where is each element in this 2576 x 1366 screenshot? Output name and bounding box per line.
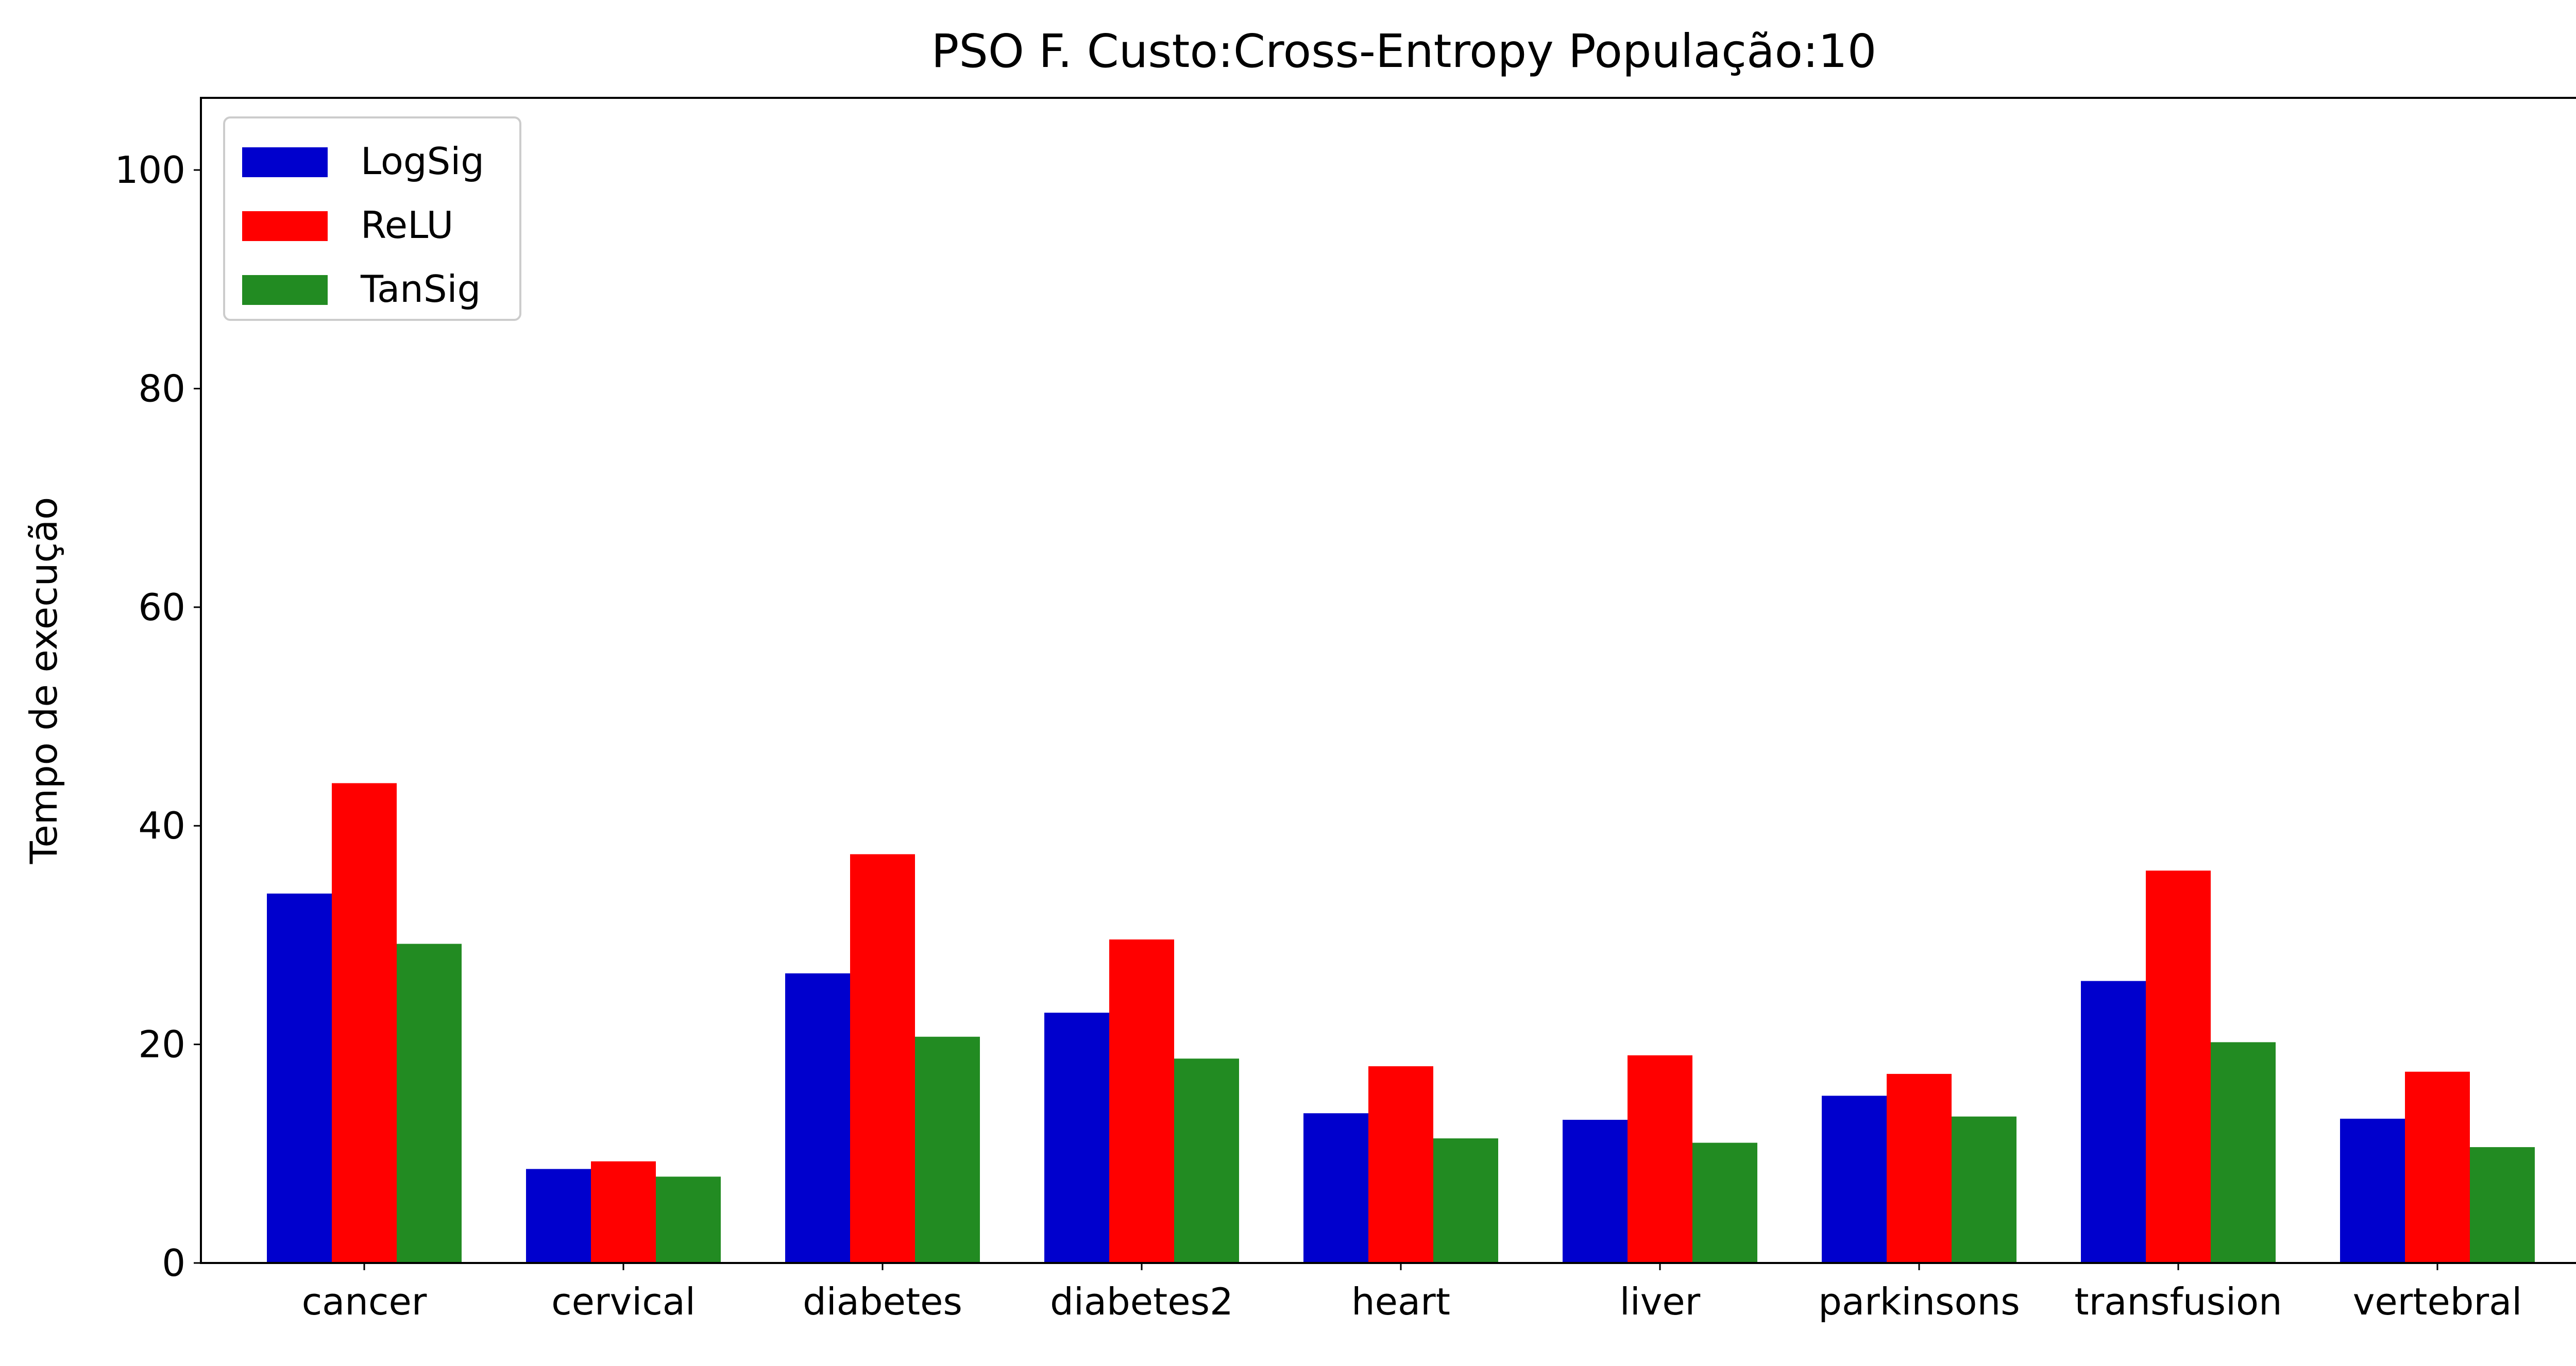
- bar-tansig-diabetes: [915, 1036, 980, 1263]
- bar-logsig-diabetes2: [1044, 1013, 1109, 1263]
- bar-logsig-vertebral: [2340, 1118, 2405, 1263]
- legend-swatch-tansig: [242, 275, 328, 305]
- x-tick-label: diabetes2: [1050, 1280, 1233, 1323]
- y-tick-label: 100: [115, 148, 185, 192]
- bar-logsig-transfusion: [2081, 981, 2146, 1263]
- bar-relu-diabetes2: [1109, 939, 1174, 1263]
- legend-swatch-logsig: [242, 147, 328, 177]
- bar-tansig-vertebral: [2470, 1147, 2535, 1263]
- bar-logsig-diabetes: [785, 973, 850, 1263]
- y-tick-label: 40: [138, 804, 185, 847]
- bar-tansig-transfusion: [2211, 1042, 2276, 1263]
- x-tick-label: parkinsons: [1818, 1280, 2020, 1323]
- bar-relu-vertebral: [2405, 1071, 2470, 1263]
- chart-title: PSO F. Custo:Cross-Entropy População:10: [931, 24, 1877, 78]
- bar-relu-diabetes: [850, 854, 915, 1263]
- legend-label-logsig: LogSig: [361, 140, 484, 183]
- x-tick-label: diabetes: [803, 1280, 962, 1323]
- bar-relu-transfusion: [2146, 870, 2211, 1263]
- bar-logsig-cancer: [267, 893, 332, 1263]
- bar-relu-heart: [1368, 1066, 1433, 1263]
- x-tick-label: cancer: [302, 1280, 427, 1323]
- bar-tansig-cancer: [397, 944, 462, 1263]
- bar-logsig-cervical: [526, 1169, 591, 1263]
- bar-relu-liver: [1628, 1055, 1692, 1263]
- x-tick-label: transfusion: [2074, 1280, 2282, 1323]
- legend-label-tansig: TanSig: [360, 267, 481, 311]
- x-tick-label: vertebral: [2353, 1280, 2522, 1323]
- y-tick-label: 0: [162, 1241, 185, 1285]
- y-axis-label: Tempo de execução: [22, 497, 65, 864]
- bar-logsig-liver: [1563, 1120, 1628, 1263]
- bar-logsig-heart: [1303, 1113, 1368, 1263]
- x-tick-label: cervical: [551, 1280, 696, 1323]
- y-tick-label: 80: [138, 367, 185, 410]
- x-tick-label: liver: [1620, 1280, 1701, 1323]
- bar-relu-cancer: [332, 783, 397, 1263]
- bar-tansig-heart: [1433, 1138, 1498, 1263]
- bar-tansig-parkinsons: [1952, 1116, 2016, 1263]
- bar-tansig-liver: [1692, 1142, 1757, 1263]
- y-tick-label: 20: [138, 1023, 185, 1066]
- bar-tansig-diabetes2: [1174, 1058, 1239, 1263]
- plot-frame: [200, 97, 2576, 1264]
- y-tick-label: 60: [138, 586, 185, 629]
- bar-logsig-parkinsons: [1822, 1096, 1887, 1263]
- legend-label-relu: ReLU: [361, 203, 453, 247]
- bar-relu-parkinsons: [1887, 1073, 1952, 1263]
- x-tick-label: heart: [1351, 1280, 1450, 1323]
- bar-relu-cervical: [591, 1161, 656, 1263]
- bar-tansig-cervical: [656, 1176, 721, 1263]
- legend-swatch-relu: [242, 211, 328, 241]
- plot-area: cancer cervical diabetes diabetes2 heart live…: [115, 97, 2576, 1323]
- legend: LogSig ReLU TanSig: [223, 116, 521, 321]
